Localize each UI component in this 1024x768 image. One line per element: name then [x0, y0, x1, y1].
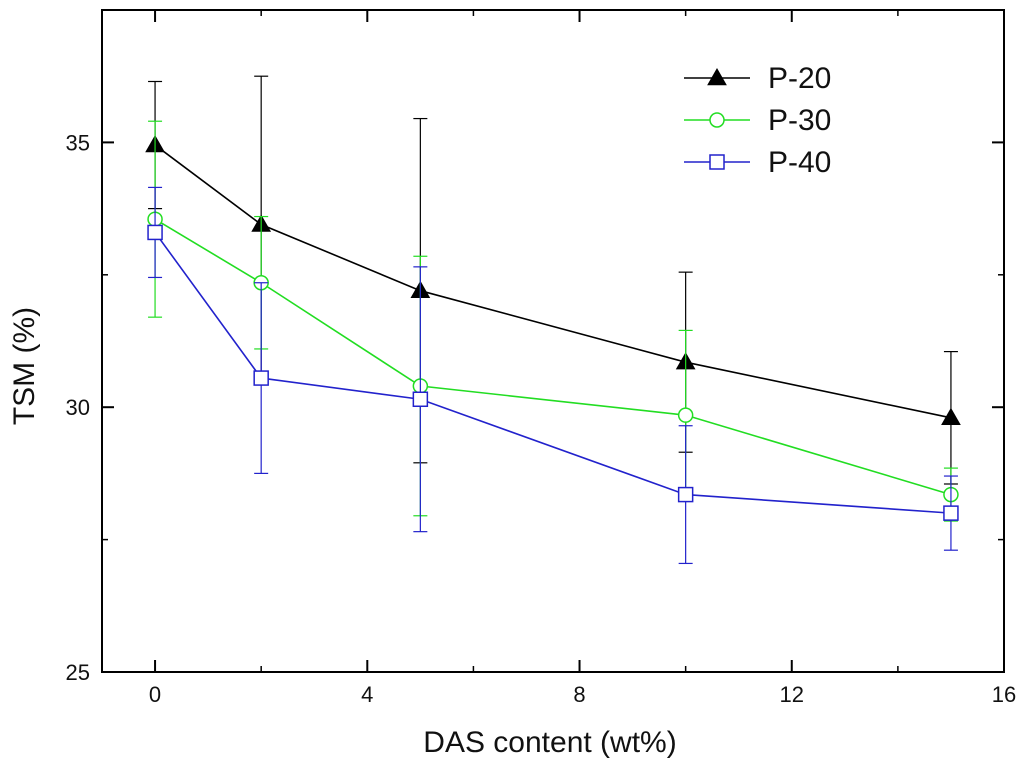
legend-marker	[709, 112, 725, 128]
x-tick-label: 0	[149, 682, 161, 707]
legend-marker	[709, 154, 725, 170]
legend-entry: P-20	[684, 62, 831, 95]
x-tick-label: 12	[780, 682, 804, 707]
legend-label: P-40	[768, 146, 831, 179]
series-line	[154, 218, 952, 496]
data-point	[412, 391, 429, 408]
data-point	[941, 407, 961, 426]
y-tick-label: 25	[66, 660, 90, 685]
data-point	[677, 407, 694, 423]
legend-entry: P-40	[684, 146, 831, 179]
series-p-30	[147, 120, 959, 522]
x-tick-label: 16	[992, 682, 1016, 707]
x-tick-label: 4	[361, 682, 373, 707]
y-tick-label: 35	[66, 130, 90, 155]
x-tick-label: 8	[573, 682, 585, 707]
data-point	[147, 224, 163, 241]
y-axis-title: TSM (%)	[8, 307, 41, 425]
x-axis-title: DAS content (wt%)	[423, 726, 676, 759]
data-point	[677, 486, 694, 503]
data-point	[943, 505, 959, 521]
series-line	[154, 144, 952, 419]
legend-entry: P-30	[684, 104, 831, 137]
legend-marker	[707, 67, 727, 86]
y-tick-label: 30	[66, 395, 90, 420]
plot-frame	[101, 9, 1005, 673]
series-p-40	[147, 186, 959, 565]
legend-label: P-20	[768, 62, 831, 95]
series-line	[154, 231, 951, 514]
legend-label: P-30	[768, 104, 831, 137]
data-point	[253, 370, 269, 386]
